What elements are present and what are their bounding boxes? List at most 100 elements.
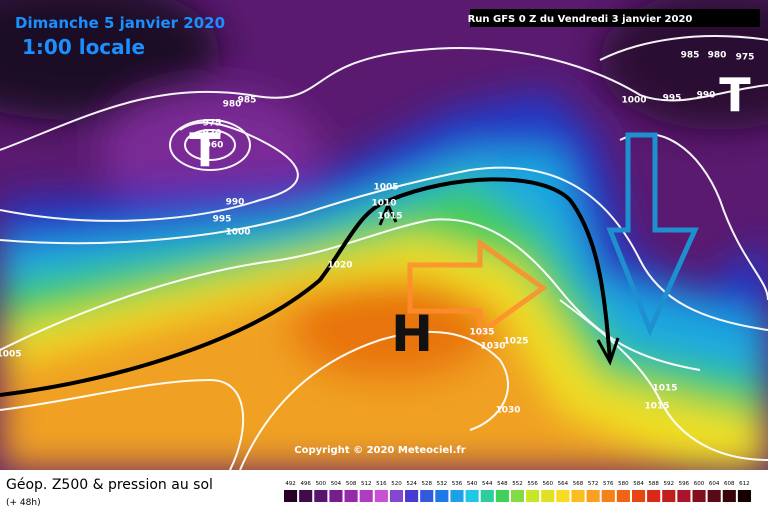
scale-swatch bbox=[480, 490, 494, 502]
run-info: Run GFS 0 Z du Vendredi 3 janvier 2020 bbox=[468, 14, 693, 25]
scale-swatch bbox=[405, 490, 419, 502]
scale-label: 516 bbox=[376, 481, 387, 487]
pressure-center-symbol: T bbox=[719, 68, 751, 122]
pressure-label: 1030 bbox=[495, 406, 520, 416]
pressure-label: 1015 bbox=[644, 402, 669, 412]
legend-subtitle: (+ 48h) bbox=[6, 498, 41, 508]
pressure-label: 1015 bbox=[377, 212, 402, 222]
scale-label: 600 bbox=[694, 481, 705, 487]
scale-swatch bbox=[284, 490, 298, 502]
pressure-center-symbol: H bbox=[391, 305, 433, 363]
scale-label: 508 bbox=[346, 481, 357, 487]
scale-label: 536 bbox=[452, 481, 463, 487]
scale-label: 596 bbox=[679, 481, 690, 487]
scale-label: 564 bbox=[558, 481, 569, 487]
scale-label: 504 bbox=[331, 481, 342, 487]
pressure-label: 980 bbox=[708, 51, 727, 61]
pressure-label: 1015 bbox=[652, 384, 677, 394]
pressure-label: 995 bbox=[663, 94, 682, 104]
scale-swatch bbox=[359, 490, 373, 502]
isobars bbox=[0, 35, 768, 470]
scale-label: 492 bbox=[285, 481, 296, 487]
scale-label: 548 bbox=[497, 481, 508, 487]
scale-swatch bbox=[647, 490, 661, 502]
pressure-label: 970 bbox=[203, 129, 222, 139]
scale-swatch bbox=[631, 490, 646, 502]
scale-swatch bbox=[389, 490, 404, 502]
pressure-label: 1035 bbox=[469, 328, 494, 338]
pressure-label: 1000 bbox=[225, 228, 250, 238]
scale-swatch bbox=[374, 490, 388, 502]
pressure-label: 985 bbox=[238, 96, 257, 106]
scale-swatch bbox=[526, 490, 540, 502]
scale-swatch bbox=[737, 490, 751, 502]
forecast-time: 1:00 locale bbox=[22, 35, 145, 59]
scale-swatch bbox=[450, 490, 464, 502]
scale-swatch bbox=[344, 490, 358, 502]
pressure-label: 990 bbox=[226, 198, 245, 208]
warm-air-arrow bbox=[407, 238, 548, 338]
scale-label: 500 bbox=[316, 481, 327, 487]
scale-swatch bbox=[299, 490, 313, 502]
scale-label: 556 bbox=[527, 481, 538, 487]
copyright: Copyright © 2020 Meteociel.fr bbox=[294, 445, 465, 456]
geopotential-field bbox=[0, 0, 768, 470]
scale-label: 580 bbox=[618, 481, 629, 487]
pressure-label: 1020 bbox=[327, 261, 352, 271]
scale-swatch bbox=[662, 490, 676, 502]
scale-label: 520 bbox=[391, 481, 402, 487]
scale-swatch bbox=[707, 490, 721, 502]
legend-title: Géop. Z500 & pression au sol bbox=[6, 477, 213, 493]
scale-label: 588 bbox=[648, 481, 659, 487]
scale-swatch bbox=[722, 490, 736, 502]
forecast-date: Dimanche 5 janvier 2020 bbox=[15, 14, 225, 32]
scale-swatch bbox=[435, 490, 449, 502]
scale-label: 532 bbox=[437, 481, 448, 487]
scale-swatch bbox=[510, 490, 525, 502]
scale-label: 560 bbox=[543, 481, 554, 487]
scale-swatch bbox=[571, 490, 585, 502]
scale-swatch bbox=[465, 490, 479, 502]
pressure-label: 985 bbox=[681, 51, 700, 61]
pressure-label: 1005 bbox=[0, 350, 22, 360]
scale-label: 576 bbox=[603, 481, 614, 487]
pressure-label: 995 bbox=[213, 215, 232, 225]
scale-swatch bbox=[420, 490, 434, 502]
pressure-label: 980 bbox=[223, 100, 242, 110]
jet-stream-arrow bbox=[0, 177, 612, 397]
scale-swatch bbox=[329, 490, 343, 502]
pressure-label: 990 bbox=[697, 91, 716, 101]
pressure-label: 1005 bbox=[373, 183, 398, 193]
scale-swatch bbox=[541, 490, 555, 502]
scale-label: 608 bbox=[724, 481, 735, 487]
scale-label: 524 bbox=[406, 481, 417, 487]
scale-label: 584 bbox=[633, 481, 644, 487]
pressure-label: 1000 bbox=[621, 96, 646, 106]
scale-label: 544 bbox=[482, 481, 493, 487]
scale-label: 572 bbox=[588, 481, 599, 487]
pressure-label: 975 bbox=[736, 53, 755, 63]
color-scale: 492 496 500 504 508 512 516 520 524 528 532 536 540 5… bbox=[284, 481, 751, 502]
scale-label: 528 bbox=[421, 481, 432, 487]
scale-label: 512 bbox=[361, 481, 372, 487]
scale-swatch bbox=[616, 490, 630, 502]
scale-label: 568 bbox=[573, 481, 584, 487]
pressure-label: 975 bbox=[203, 119, 222, 129]
scale-swatch bbox=[692, 490, 706, 502]
scale-label: 496 bbox=[300, 481, 311, 487]
scale-label: 604 bbox=[709, 481, 720, 487]
scale-label: 612 bbox=[739, 481, 750, 487]
scale-swatch bbox=[314, 490, 328, 502]
scale-swatch bbox=[601, 490, 615, 502]
scale-label: 540 bbox=[467, 481, 478, 487]
pressure-label: 1030 bbox=[480, 342, 505, 352]
scale-label: 592 bbox=[664, 481, 675, 487]
pressure-label: 1025 bbox=[503, 337, 528, 347]
run-banner bbox=[470, 9, 760, 27]
pressure-center-symbol: T bbox=[189, 123, 221, 177]
scale-swatch bbox=[586, 490, 600, 502]
scale-swatch bbox=[556, 490, 570, 502]
scale-swatch bbox=[677, 490, 691, 502]
